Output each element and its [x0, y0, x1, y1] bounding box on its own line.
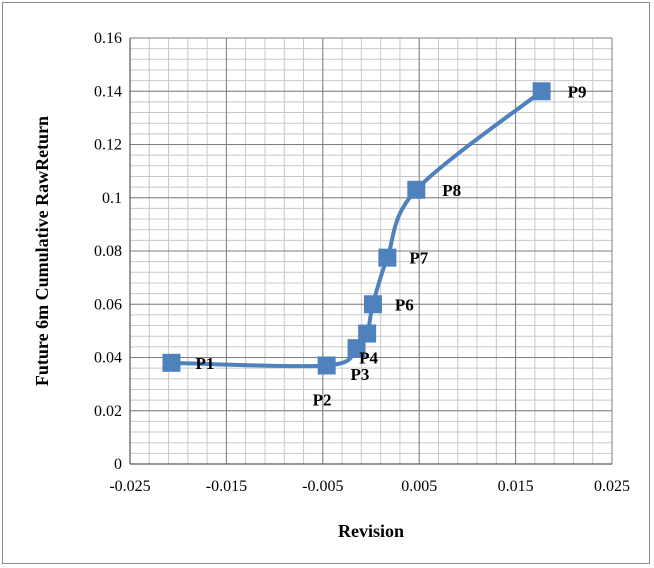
point-label-p7: P7 — [409, 249, 428, 268]
data-marker-p1 — [162, 353, 181, 372]
tick-labels: -0.025 -0.015 -0.005 0.005 0.015 0.025 0 0.02 0.… — [94, 30, 630, 495]
point-label-p4: P4 — [359, 349, 378, 368]
data-marker-p8 — [407, 180, 426, 199]
y-tick-label: 0.04 — [94, 350, 122, 367]
series-line — [169, 89, 544, 369]
point-label-p6: P6 — [395, 295, 414, 314]
y-tick-label: 0 — [114, 456, 122, 473]
point-label-p9: P9 — [568, 82, 587, 101]
data-marker-p6 — [363, 295, 382, 314]
x-tick-label: -0.005 — [302, 478, 343, 495]
point-label-p8: P8 — [442, 181, 461, 200]
y-tick-label: 0.14 — [94, 83, 122, 100]
axes — [129, 38, 612, 465]
x-tick-label: 0.025 — [594, 478, 630, 495]
y-tick-label: 0.12 — [94, 137, 122, 154]
data-markers — [162, 82, 551, 375]
data-marker-p3 — [347, 339, 366, 358]
data-marker-p4 — [358, 324, 377, 343]
data-marker-p2 — [317, 356, 336, 375]
point-label-p1: P1 — [195, 354, 214, 373]
point-label-p3: P3 — [351, 365, 370, 384]
y-tick-label: 0.08 — [94, 243, 122, 260]
data-marker-p7 — [378, 248, 397, 267]
data-marker-p9 — [532, 82, 551, 101]
x-axis-title: Revision — [338, 521, 404, 541]
x-tick-label: 0.015 — [498, 478, 534, 495]
y-axis-title: Future 6m Cumulative RawReturn — [32, 116, 52, 386]
major-gridlines — [129, 37, 613, 465]
point-label-p2: P2 — [313, 390, 332, 409]
x-tick-label: -0.025 — [109, 478, 150, 495]
x-tick-label: -0.015 — [206, 478, 247, 495]
y-tick-label: 0.1 — [102, 190, 122, 207]
y-tick-label: 0.02 — [94, 403, 122, 420]
y-tick-label: 0.16 — [94, 30, 122, 47]
x-tick-label: 0.005 — [401, 478, 437, 495]
y-tick-label: 0.06 — [94, 296, 122, 313]
